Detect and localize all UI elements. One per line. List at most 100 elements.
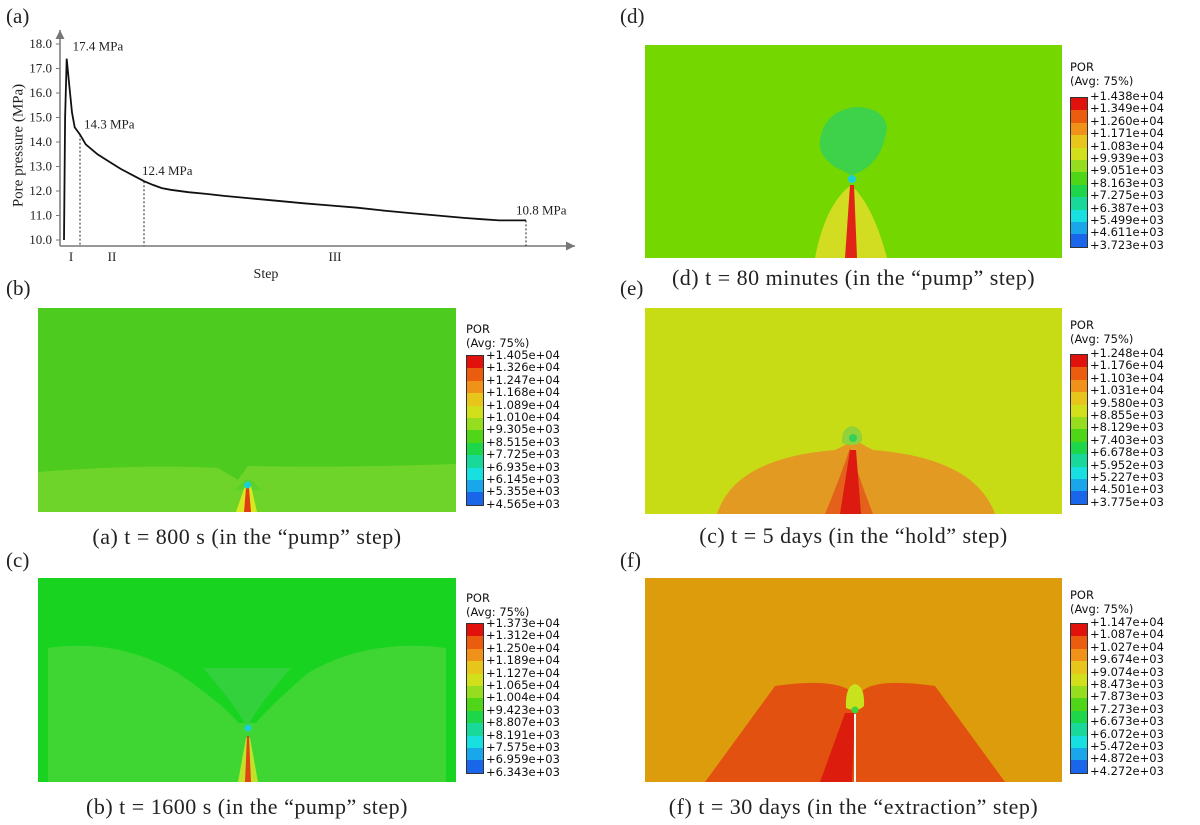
stage-label: II — [108, 249, 117, 264]
y-tick-label: 12.0 — [29, 183, 52, 198]
legend-value: +9.051e+03 — [1090, 163, 1164, 178]
legend-color-swatch — [467, 685, 483, 699]
plume-core — [845, 185, 857, 258]
y-tick-label: 14.0 — [29, 134, 52, 149]
legend-value: +1.027e+04 — [1090, 639, 1164, 654]
legend-value: +1.438e+04 — [1090, 89, 1164, 103]
legend-value: +5.355e+03 — [486, 484, 560, 499]
legend-color-swatch — [467, 442, 483, 456]
legend-value: +9.305e+03 — [486, 422, 560, 437]
legend-value: +3.723e+03 — [1090, 237, 1164, 252]
legend-color-swatch — [1071, 760, 1087, 773]
caption-c: (b) t = 1600 s (in the “pump” step) — [86, 794, 408, 819]
lower-region — [48, 645, 446, 782]
legend-color-swatch — [1071, 98, 1087, 111]
legend-value: +1.247e+04 — [486, 372, 560, 387]
legend-color-swatch — [1071, 710, 1087, 724]
legend-color-swatch — [1071, 661, 1087, 674]
stage-label: I — [69, 249, 73, 264]
legend-color-swatch — [467, 492, 483, 505]
pore-pressure-line-chart: 10.011.012.013.014.015.016.017.018.0I II I… — [29, 30, 575, 282]
legend-color-swatch — [1071, 234, 1087, 247]
legend-value: +4.872e+03 — [1090, 751, 1164, 766]
legend-color-swatch — [467, 479, 483, 493]
legend-value: +1.010e+04 — [486, 410, 560, 424]
legend-color-swatch — [1071, 466, 1087, 479]
legend-colorbar — [1070, 354, 1088, 505]
y-axis-label: Pore pressure (MPa) — [10, 83, 27, 208]
panel-label-f: (f) — [620, 548, 641, 572]
x-axis-label: Step — [254, 267, 279, 282]
legend-color-swatch — [1071, 221, 1087, 235]
legend-color-swatch — [1071, 478, 1087, 492]
legend-color-swatch — [467, 760, 483, 773]
legend-color-swatch — [1071, 172, 1087, 185]
legend-subtitle: (Avg: 75%) — [466, 605, 530, 619]
contour-plot-c — [38, 578, 456, 782]
legend-f: POR (Avg: 75%) +1.147e+04 +1.087e+04 +1.02… — [1070, 588, 1164, 777]
legend-value: +5.227e+03 — [1090, 470, 1164, 484]
legend-value: +1.189e+04 — [486, 653, 560, 668]
legend-color-swatch — [1071, 209, 1087, 222]
caption-e: (c) t = 5 days (in the “hold” step) — [699, 523, 1008, 548]
legend-subtitle: (Avg: 75%) — [1070, 74, 1134, 88]
y-tick-label: 11.0 — [30, 208, 52, 223]
legend-color-swatch — [467, 673, 483, 686]
legend-color-swatch — [1071, 429, 1087, 442]
legend-value: +6.935e+03 — [486, 459, 560, 474]
legend-c: POR (Avg: 75%) +1.373e+04 +1.312e+04 +1.25… — [466, 591, 560, 778]
well-point — [851, 706, 859, 714]
well-point — [244, 724, 252, 732]
legend-color-swatch — [1071, 392, 1087, 405]
legend-value: +1.349e+04 — [1090, 101, 1164, 116]
legend-value: +6.343e+03 — [486, 764, 560, 779]
legend-value: +1.312e+04 — [486, 628, 560, 643]
legend-color-swatch — [1071, 624, 1087, 637]
legend-color-swatch — [1071, 367, 1087, 380]
legend-value: +4.501e+03 — [1090, 482, 1164, 497]
data-label: 14.3 MPa — [84, 117, 135, 132]
legend-color-swatch — [1071, 454, 1087, 467]
contour-plot-e — [645, 308, 1062, 514]
legend-value: +6.678e+03 — [1090, 445, 1164, 460]
legend-color-swatch — [1071, 159, 1087, 173]
legend-colorbar — [1070, 623, 1088, 774]
legend-value: +8.473e+03 — [1090, 677, 1164, 691]
legend-color-swatch — [1071, 404, 1087, 417]
legend-value: +1.083e+04 — [1090, 138, 1164, 153]
legend-value: +1.087e+04 — [1090, 627, 1164, 642]
legend-color-swatch — [1071, 379, 1087, 393]
plume-core — [820, 713, 855, 782]
legend-color-swatch — [1071, 110, 1087, 123]
legend-value: +7.273e+03 — [1090, 701, 1164, 716]
legend-color-swatch — [1071, 698, 1087, 711]
data-label: 10.8 MPa — [516, 202, 567, 217]
legend-color-swatch — [1071, 723, 1087, 736]
legend-color-swatch — [467, 636, 483, 649]
legend-color-swatch — [467, 417, 483, 431]
well-point — [848, 175, 856, 183]
legend-value: +7.403e+03 — [1090, 432, 1164, 447]
y-tick-label: 17.0 — [29, 61, 52, 76]
legend-color-swatch — [1071, 735, 1087, 748]
legend-subtitle: (Avg: 75%) — [1070, 332, 1134, 346]
legend-color-swatch — [1071, 636, 1087, 649]
legend-value: +1.147e+04 — [1090, 615, 1164, 629]
legend-value: +9.580e+03 — [1090, 395, 1164, 410]
legend-color-swatch — [467, 368, 483, 381]
legend-value: +8.163e+03 — [1090, 175, 1164, 190]
legend-color-swatch — [467, 393, 483, 406]
legend-color-swatch — [467, 380, 483, 394]
plume-core — [245, 736, 251, 782]
legend-color-swatch — [467, 698, 483, 711]
legend-value: +8.515e+03 — [486, 434, 560, 449]
legend-value: +1.171e+04 — [1090, 126, 1164, 141]
legend-value: +9.674e+03 — [1090, 652, 1164, 667]
legend-value: +9.074e+03 — [1090, 664, 1164, 679]
legend-value: +4.611e+03 — [1090, 225, 1164, 240]
legend-e: POR (Avg: 75%) +1.248e+04 +1.176e+04 +1.10… — [1070, 318, 1164, 508]
legend-value: +1.089e+04 — [486, 397, 560, 412]
legend-color-swatch — [1071, 147, 1087, 160]
legend-value: +8.191e+03 — [486, 727, 560, 742]
contour-plot-b — [38, 308, 456, 512]
